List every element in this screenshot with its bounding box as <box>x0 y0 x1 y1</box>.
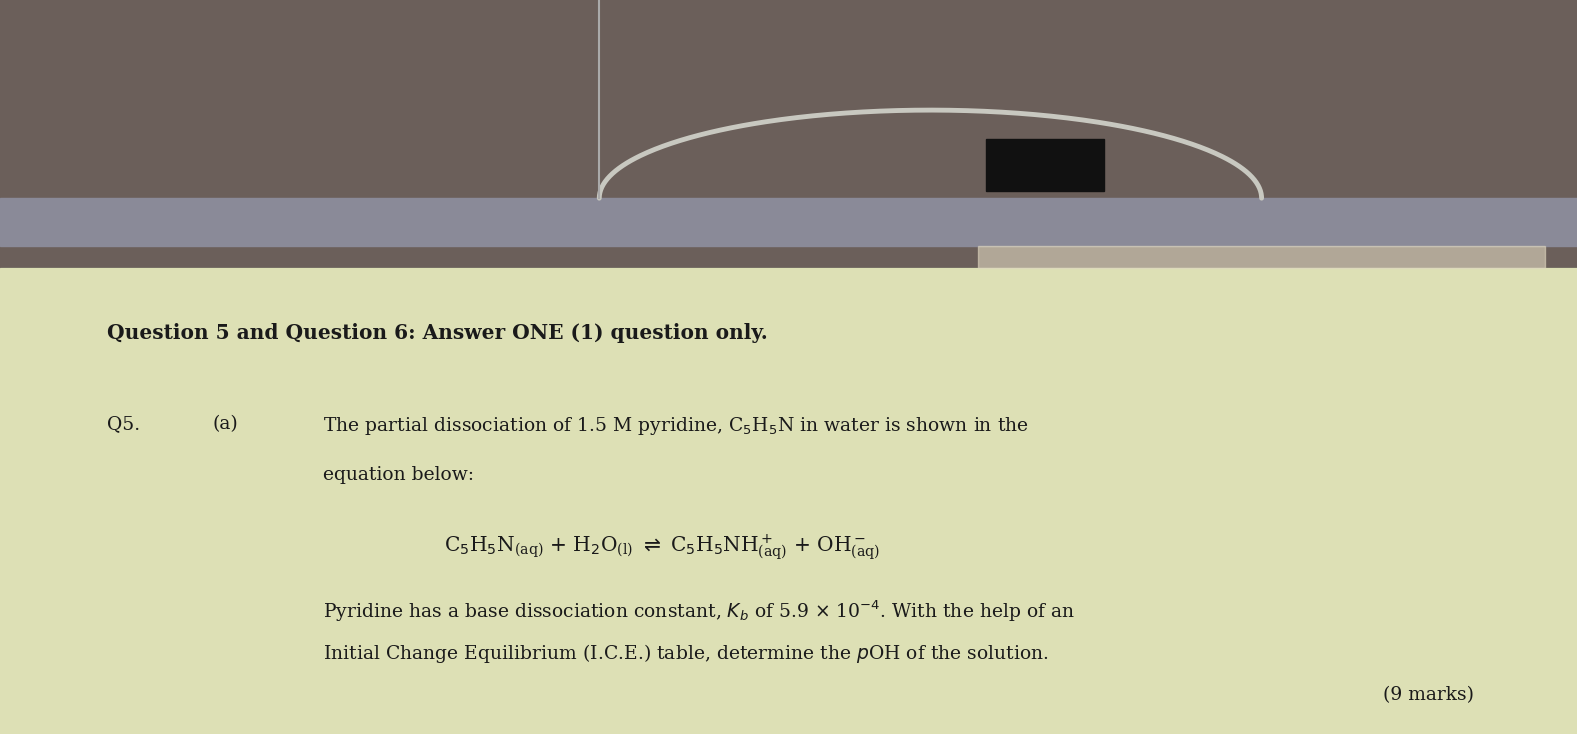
Text: (a): (a) <box>213 415 238 433</box>
Bar <box>0 268 1577 734</box>
Text: Q5.: Q5. <box>107 415 140 433</box>
Text: equation below:: equation below: <box>323 466 475 484</box>
Bar <box>0 198 1577 246</box>
Text: Initial Change Equilibrium (I.C.E.) table, determine the $p$OH of the solution.: Initial Change Equilibrium (I.C.E.) tabl… <box>323 642 1049 665</box>
Text: Pyridine has a base dissociation constant, $K_b$ of 5.9 $\times$ 10$^{-4}$. With: Pyridine has a base dissociation constan… <box>323 598 1076 624</box>
Bar <box>986 139 1104 191</box>
Text: Question 5 and Question 6: Answer ONE (1) question only.: Question 5 and Question 6: Answer ONE (1… <box>107 323 768 343</box>
Text: The partial dissociation of 1.5 M pyridine, C$_5$H$_5$N in water is shown in the: The partial dissociation of 1.5 M pyridi… <box>323 415 1030 437</box>
Text: C$_5$H$_5$N$_\mathregular{(aq)}$ + H$_2$O$_\mathregular{(l)}$ $\rightleftharpoon: C$_5$H$_5$N$_\mathregular{(aq)}$ + H$_2$… <box>445 532 880 563</box>
Polygon shape <box>978 246 1545 268</box>
Text: (9 marks): (9 marks) <box>1383 686 1474 705</box>
